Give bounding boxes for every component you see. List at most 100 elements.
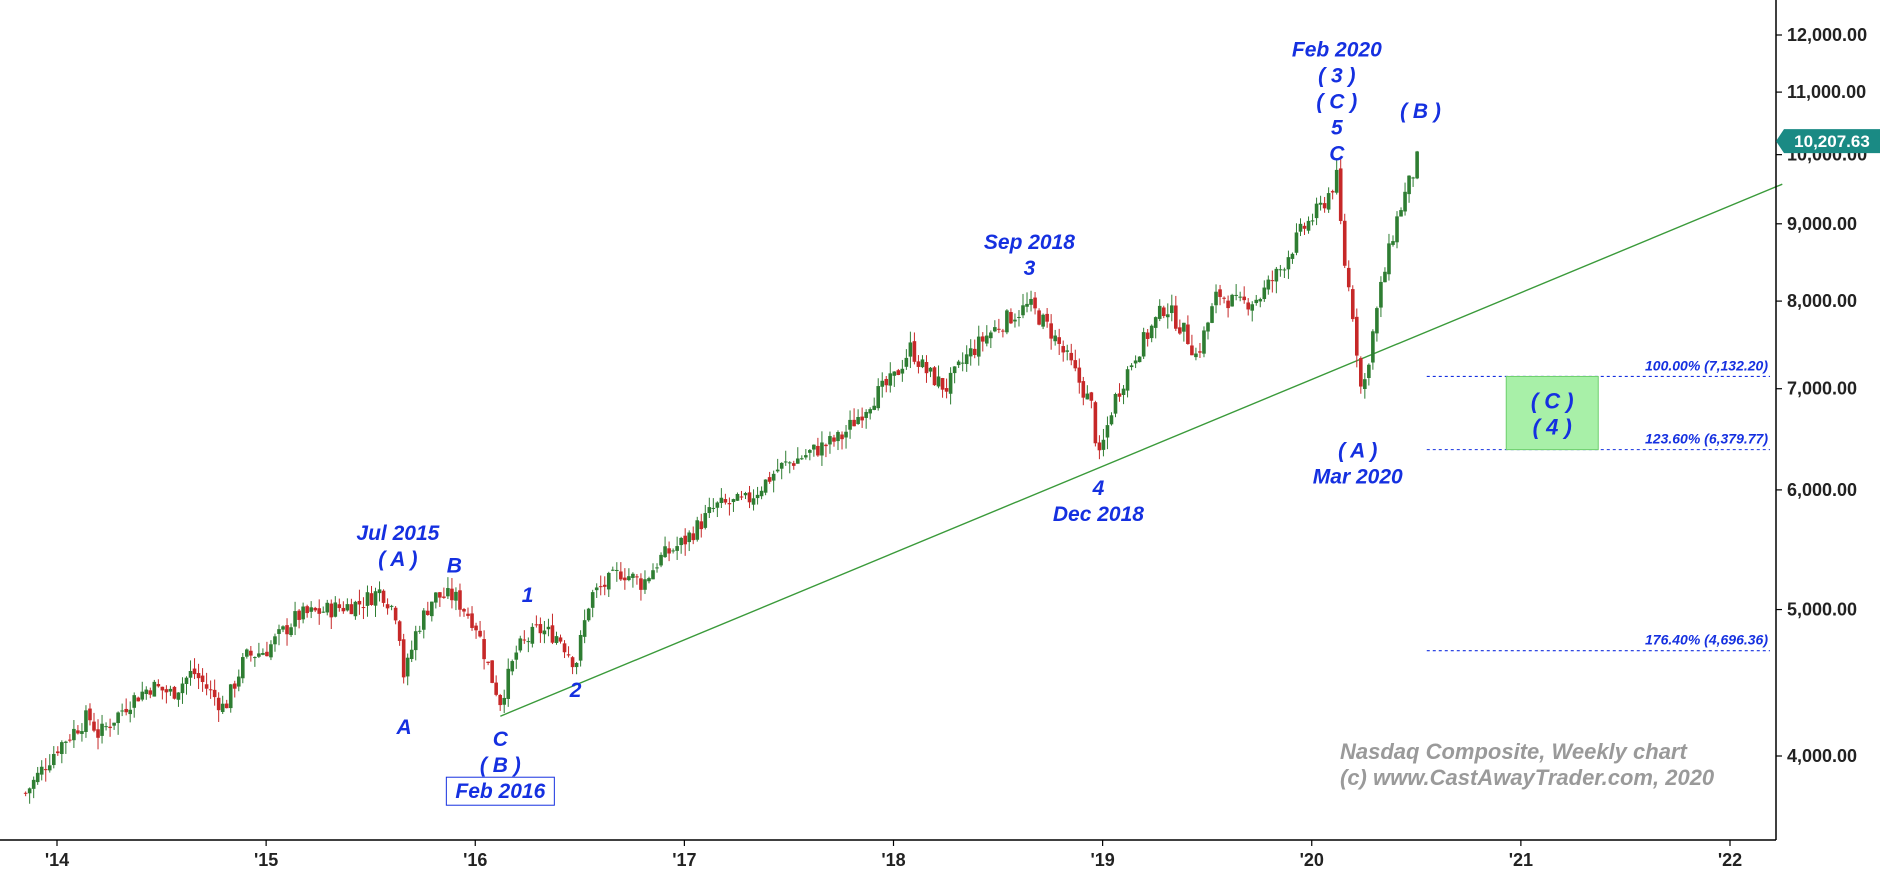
candle-body <box>1306 220 1311 231</box>
candle-body <box>1318 202 1323 205</box>
candle-body <box>1025 303 1029 307</box>
candle-body <box>755 494 760 499</box>
candle-body <box>164 689 169 693</box>
candle-body <box>1093 402 1098 444</box>
fibonacci-levels: 100.00% (7,132.20) 123.60% (6,379.77) 176.… <box>1426 357 1770 652</box>
candle-body <box>824 444 828 447</box>
candlesticks <box>23 150 1419 804</box>
candle-body <box>1290 253 1295 259</box>
candle-body <box>659 554 663 566</box>
candle-body <box>783 461 788 463</box>
candle-body <box>968 348 973 357</box>
candle-body <box>924 362 929 374</box>
candle-body <box>293 611 297 627</box>
candle-body <box>232 683 237 689</box>
candle-body <box>128 709 132 715</box>
candle-body <box>944 388 949 392</box>
candle-body <box>1298 223 1303 232</box>
candle-body <box>51 753 56 766</box>
candle-body <box>1141 332 1146 357</box>
wave-label: Sep 2018 <box>984 231 1075 254</box>
x-tick-label: '22 <box>1718 850 1742 870</box>
candle-body <box>1403 191 1407 212</box>
candle-body <box>349 604 354 615</box>
candle-body <box>586 608 591 621</box>
candle-body <box>1258 299 1263 302</box>
candle-body <box>506 668 511 699</box>
candle-body <box>655 567 659 569</box>
candle-body <box>735 493 740 501</box>
candle-body <box>132 695 137 708</box>
y-tick-label: 5,000.00 <box>1787 600 1857 620</box>
y-tick-label: 9,000.00 <box>1787 214 1857 234</box>
candle-body <box>510 661 515 672</box>
candle-body <box>450 588 454 601</box>
candle-body <box>56 751 60 754</box>
candle-body <box>1367 364 1371 379</box>
candle-body <box>172 686 177 699</box>
candle-body <box>35 772 40 783</box>
candle-body <box>442 596 446 598</box>
candle-body <box>1186 324 1190 345</box>
candle-body <box>574 662 579 668</box>
candle-body <box>876 386 881 409</box>
wave-label: Feb 2016 <box>455 780 545 803</box>
candle-body <box>281 626 285 630</box>
candle-body <box>896 370 901 375</box>
candle-body <box>369 593 374 605</box>
x-tick-label: '20 <box>1300 850 1324 870</box>
candle-body <box>952 366 957 374</box>
candle-body <box>152 681 157 697</box>
candle-body <box>208 689 213 691</box>
candle-body <box>679 537 683 546</box>
candle-body <box>904 357 909 367</box>
candle-body <box>836 431 840 442</box>
candle-body <box>989 332 993 339</box>
candle-body <box>1069 352 1074 361</box>
candle-body <box>1274 268 1279 282</box>
candle-body <box>116 712 120 724</box>
candle-body <box>39 766 44 775</box>
candle-body <box>100 723 104 736</box>
candle-body <box>856 417 860 425</box>
candle-body <box>804 455 808 458</box>
candle-body <box>671 550 675 552</box>
candle-body <box>188 671 193 678</box>
wave-label: 3 <box>1024 257 1036 280</box>
candle-body <box>993 327 997 332</box>
x-tick-label: '19 <box>1090 850 1114 870</box>
candle-body <box>417 630 422 632</box>
candle-body <box>1278 269 1283 271</box>
wave-label: ( A ) <box>1338 439 1377 462</box>
candle-body <box>140 691 145 700</box>
candle-body <box>257 653 261 657</box>
candle-body <box>1085 393 1090 400</box>
candle-body <box>747 492 752 503</box>
candle-body <box>1190 345 1194 356</box>
wave-label: Feb 2020 <box>1292 39 1382 62</box>
candle-body <box>1157 305 1162 319</box>
chart-title: Nasdaq Composite, Weekly chart <box>1340 739 1688 764</box>
candle-body <box>1198 351 1202 353</box>
candle-body <box>832 437 836 442</box>
candle-body <box>1133 360 1138 364</box>
candle-body <box>860 416 864 421</box>
candle-body <box>1153 317 1158 328</box>
wave-label-group: Sep 2018 3 <box>984 231 1075 280</box>
candle-body <box>68 739 72 741</box>
candle-body <box>1202 330 1206 354</box>
candle-body <box>305 606 309 614</box>
candle-body <box>80 731 84 734</box>
candle-body <box>771 473 776 481</box>
candle-body <box>1415 151 1419 179</box>
candle-body <box>1206 322 1210 332</box>
candle-body <box>683 535 687 545</box>
y-tick-label: 6,000.00 <box>1787 480 1857 500</box>
candle-body <box>253 657 257 659</box>
candle-body <box>124 708 128 713</box>
candle-body <box>27 788 32 794</box>
candle-body <box>357 600 362 605</box>
candle-body <box>289 627 293 636</box>
